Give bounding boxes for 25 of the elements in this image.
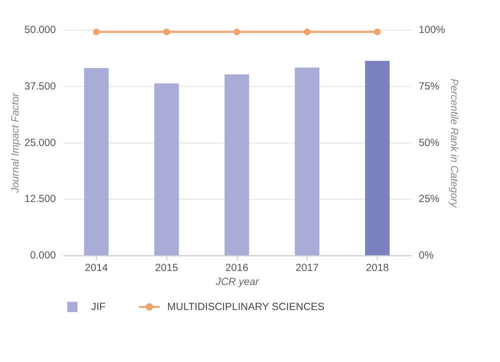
y2-axis-title: Percentile Rank in Category [448,78,459,208]
x-tick-label: 2016 [225,262,249,274]
bar [365,60,390,256]
x-tick-label: 2014 [84,262,108,274]
legend-label: MULTIDISCIPLINARY SCIENCES [167,302,325,313]
bar [224,74,250,256]
y-tick-label: 50.000 [24,24,56,36]
y-tick-label: 25.000 [24,138,56,149]
y2-tick-label: 50% [418,138,440,149]
y2-tick-label: 100% [418,24,446,36]
y-tick-label: 12.500 [24,194,56,206]
bar [154,83,179,256]
x-tick-label: 2015 [155,262,178,274]
x-axis-title: JCR year [214,276,260,288]
y2-tick-label: 25% [418,194,440,206]
x-tick-label: 2018 [366,262,390,274]
legend-label: JIF [91,302,106,313]
y2-tick-label: 0% [418,250,434,262]
y2-tick-label: 75% [418,81,440,92]
bar [294,68,320,256]
y-tick-label: 37.500 [24,81,56,92]
y-tick-label: 0.000 [30,250,56,262]
bar [84,68,109,256]
x-tick-label: 2017 [296,262,319,274]
y-axis-title: Journal Impact Factor [10,92,22,194]
